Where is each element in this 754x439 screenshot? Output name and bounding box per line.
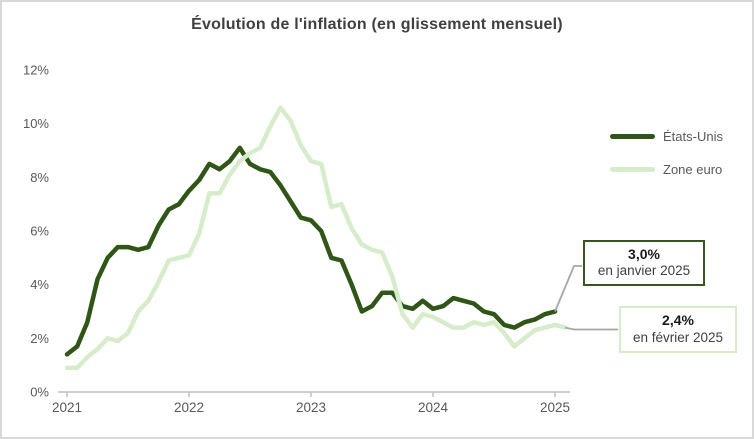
y-axis-tick-label: 6% [30,224,49,239]
series-line-1 [64,105,568,371]
legend-label-zone-euro: Zone euro [663,161,723,177]
y-axis-tick-label: 4% [30,277,49,292]
chart-legend: États-Unis Zone euro [610,123,723,189]
y-axis-tick-label: 12% [23,63,49,78]
series-line-0 [64,145,558,357]
legend-line-etats-unis-icon [610,133,655,139]
x-axis-tick-label: 2025 [540,400,570,415]
y-axis-tick-label: 10% [23,116,49,131]
legend-label-etats-unis: États-Unis [663,128,723,144]
x-axis-tick-label: 2023 [296,400,326,415]
callout-fevrier-2025: 2,4% en février 2025 [619,306,737,353]
callout-connector-fevrier [565,326,618,331]
chart-title: Évolution de l'inflation (en glissement … [191,16,563,33]
callout-fevrier-label: en février 2025 [632,329,724,345]
callout-janvier-value: 3,0% [628,245,660,262]
x-axis-tick-label: 2024 [418,400,449,415]
legend-item-zone-euro: Zone euro [610,156,723,182]
x-axis-tick-label: 2022 [174,400,204,415]
x-axis-tick-label: 2021 [52,400,82,415]
y-axis-tick-label: 8% [30,170,49,185]
callout-janvier-label: en janvier 2025 [597,263,691,279]
callout-janvier-2025: 3,0% en janvier 2025 [583,240,705,286]
y-axis-tick-label: 0% [30,385,49,400]
callout-connector-janvier [554,265,582,312]
callout-fevrier-value: 2,4% [662,312,694,329]
legend-line-zone-euro-icon [610,166,655,172]
y-axis-tick-label: 2% [30,331,49,346]
legend-item-etats-unis: États-Unis [610,123,723,149]
